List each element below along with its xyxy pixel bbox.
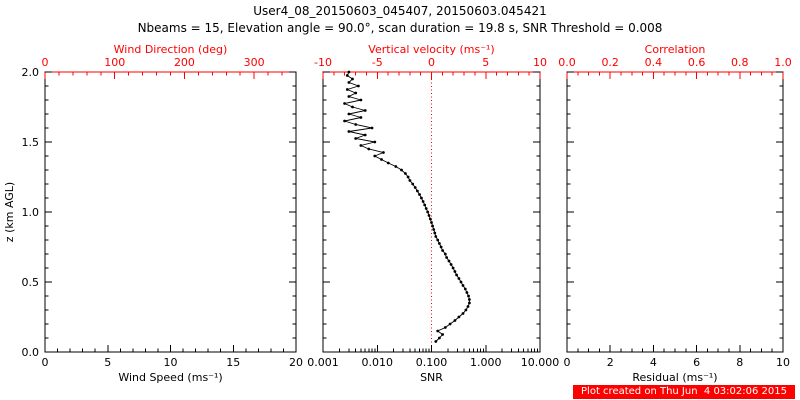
x2tick-label: 5	[482, 56, 489, 69]
xtick-label: 0.100	[416, 356, 448, 369]
xtick-label: 0.001	[307, 356, 339, 369]
xtick-label: 2	[607, 356, 614, 369]
xtick-label: 0	[564, 356, 571, 369]
xaxis-title-wind-speed: Wind Speed (ms⁻¹)	[118, 371, 222, 384]
x2tick-label: 0.8	[731, 56, 749, 69]
x2tick-label: -10	[314, 56, 332, 69]
ytick-label: 2.0	[22, 66, 40, 79]
x2tick-label: 200	[174, 56, 195, 69]
ytick-label: 1.0	[22, 206, 40, 219]
x2tick-label: 0	[42, 56, 49, 69]
xtick-label: 4	[650, 356, 657, 369]
x2tick-label: 300	[244, 56, 265, 69]
x2tick-label: 0.6	[688, 56, 706, 69]
xtick-label: 1.000	[470, 356, 502, 369]
series-snr-profile	[342, 71, 470, 342]
xaxis-title-residual: Residual (ms⁻¹)	[632, 371, 717, 384]
plot-title: User4_08_20150603_045407, 20150603.04542…	[253, 4, 547, 18]
yaxis-title: z (km AGL)	[3, 182, 16, 242]
xtick-label: 6	[693, 356, 700, 369]
panel-frame	[566, 71, 784, 353]
xtick-label: 10.000	[521, 356, 560, 369]
plot-timestamp: Plot created on Thu Jun 4 03:02:06 2015	[573, 385, 795, 399]
xtick-label: 10	[164, 356, 178, 369]
panel-snr: 0.001 0.010 0.100 1.000 10.000 -10 -5 0 5 10 SNR Ve…	[307, 43, 559, 384]
xtick-label: 5	[104, 356, 111, 369]
x2tick-label: 0.4	[645, 56, 663, 69]
ytick-label: 0.5	[22, 276, 40, 289]
panel-residual: 0 2 4 6 8 10 0.0 0.2 0.4 0.6 0.8 1.0 Residual (ms⁻¹)…	[558, 43, 792, 384]
x2axis-title-wind-speed: Wind Direction (deg)	[114, 43, 228, 56]
xtick-label: 20	[289, 356, 303, 369]
xtick-label: 10	[776, 356, 790, 369]
x2tick-label: 0.0	[558, 56, 576, 69]
xtick-label: 0	[42, 356, 49, 369]
xtick-label: 0.010	[362, 356, 394, 369]
xaxis-title-snr: SNR	[420, 371, 443, 384]
plot-subtitle: Nbeams = 15, Elevation angle = 90.0°, sc…	[137, 21, 663, 35]
x2axis-title-residual: Correlation	[645, 43, 706, 56]
x2tick-label: 0	[428, 56, 435, 69]
ytick-label: 0.0	[22, 346, 40, 359]
x2tick-label: -5	[372, 56, 383, 69]
xtick-label: 8	[736, 356, 743, 369]
x2tick-label: 0.2	[601, 56, 619, 69]
panel-frame	[44, 71, 297, 353]
xtick-label: 15	[226, 356, 240, 369]
x2tick-label: 10	[533, 56, 547, 69]
x2axis-title-snr: Vertical velocity (ms⁻¹)	[368, 43, 494, 56]
x2tick-label: 100	[104, 56, 125, 69]
ytick-label: 1.5	[22, 136, 40, 149]
x2tick-label: 1.0	[774, 56, 792, 69]
